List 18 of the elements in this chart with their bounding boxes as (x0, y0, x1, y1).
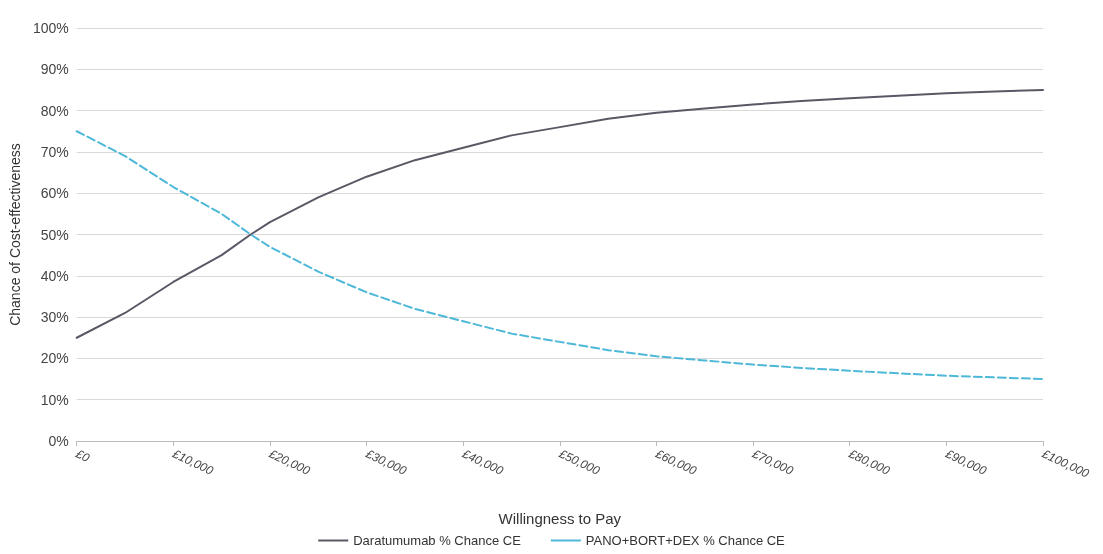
line-series (75, 130, 1044, 381)
line-series (75, 88, 1044, 339)
y-tick-label: 50% (40, 226, 69, 243)
y-tick-label: 0% (48, 433, 69, 449)
y-tick-label: 80% (40, 102, 69, 119)
y-tick-label: 100% (32, 20, 69, 36)
y-tick-label: 20% (40, 350, 69, 367)
x-axis-title: Willingness to Pay (498, 510, 622, 527)
y-axis-title: Chance of Cost-effectiveness (7, 143, 23, 326)
y-tick-label: 40% (40, 267, 69, 284)
y-tick-label: 60% (40, 185, 69, 202)
y-tick-label: 10% (40, 391, 69, 408)
x-tick-label: £0 (72, 446, 93, 466)
y-tick-label: 90% (40, 61, 69, 78)
y-tick-label: 30% (40, 309, 69, 326)
legend-label: PANO+BORT+DEX % Chance CE (585, 533, 786, 548)
y-tick-label: 70% (40, 143, 69, 160)
legend-label: Daratumumab % Chance CE (353, 533, 522, 548)
